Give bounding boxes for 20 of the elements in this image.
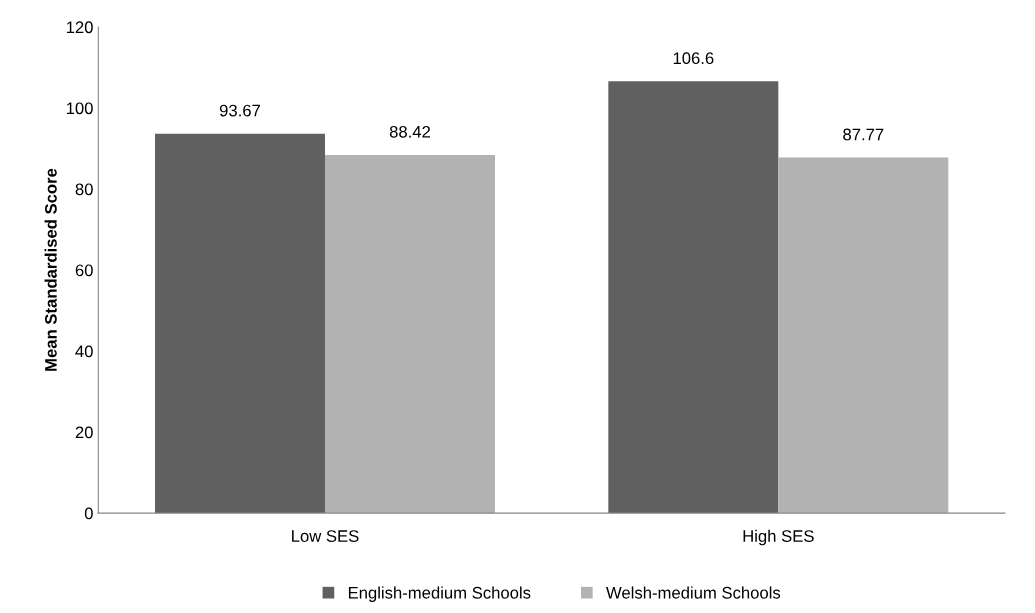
data-label: 106.6 — [673, 52, 714, 65]
y-tick-label: 0 — [84, 507, 93, 520]
y-axis-title: Mean Standardised Score — [44, 168, 57, 371]
y-tick-label: 20 — [75, 426, 93, 439]
x-tick-label: High SES — [743, 529, 814, 546]
data-label: 88.42 — [389, 125, 431, 138]
bar — [778, 157, 949, 514]
bar — [608, 81, 779, 514]
y-tick-label: 80 — [75, 183, 93, 196]
y-tick-label: 100 — [66, 102, 93, 115]
y-tick-label: 120 — [66, 21, 93, 34]
y-tick-label: 40 — [75, 345, 93, 358]
legend-label: English-medium Schools — [348, 586, 531, 602]
data-label: 87.77 — [843, 128, 884, 141]
bar — [154, 133, 325, 514]
legend-label: Welsh-medium Schools — [606, 586, 781, 599]
x-tick-label: Low SES — [292, 530, 359, 542]
bar — [324, 154, 495, 514]
y-tick-label: 60 — [75, 264, 93, 277]
data-label: 93.67 — [219, 104, 261, 117]
